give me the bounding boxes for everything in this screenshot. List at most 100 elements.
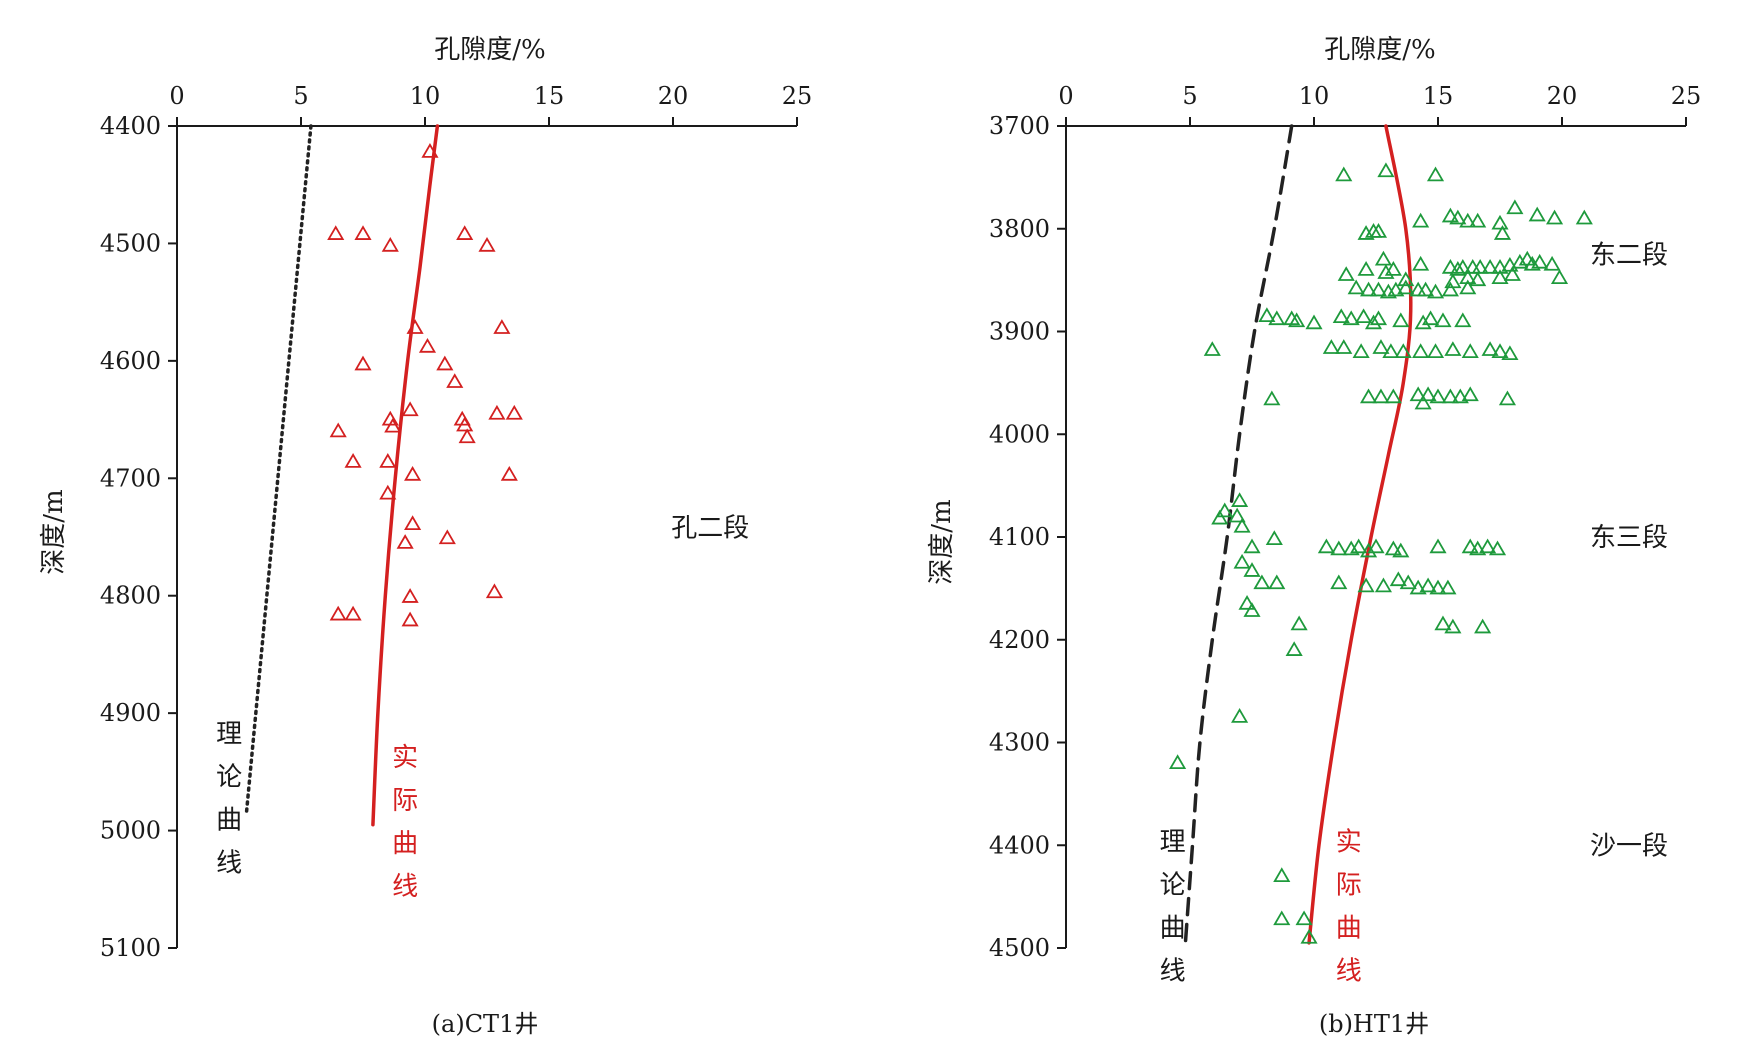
data-point: [1359, 388, 1378, 404]
zone-label: 沙一段: [1590, 831, 1668, 861]
data-point: [1330, 540, 1348, 556]
data-point: [329, 605, 347, 621]
y-tick-label: 4400: [100, 112, 161, 140]
data-point: [344, 605, 362, 621]
data-point: [1491, 269, 1509, 285]
data-point: [1394, 343, 1412, 358]
data-point: [1243, 562, 1261, 577]
data-point: [1392, 312, 1410, 328]
data-point: [1449, 209, 1467, 225]
data-point: [488, 404, 506, 420]
x-tick-label: 20: [1547, 82, 1578, 110]
data-point: [1461, 386, 1479, 402]
data-point: [1531, 253, 1549, 269]
data-point: [1454, 312, 1472, 328]
y-tick-label: 3800: [989, 215, 1050, 243]
data-point: [1203, 341, 1221, 356]
data-point: [421, 143, 439, 158]
data-point: [1243, 602, 1261, 617]
data-point: [1412, 343, 1430, 358]
data-point: [1575, 209, 1593, 225]
data-point: [1506, 199, 1524, 215]
data-point: [1355, 308, 1373, 324]
data-point: [456, 225, 474, 240]
data-point: [1384, 261, 1402, 276]
y-tick-label: 3700: [989, 112, 1050, 140]
data-point: [1501, 345, 1519, 361]
data-point: [1233, 517, 1251, 533]
data-point: [1449, 261, 1467, 276]
data-point: [1382, 343, 1400, 358]
theory-curve-label-char: 理: [1160, 827, 1186, 857]
data-point: [1397, 279, 1415, 295]
data-point: [1377, 264, 1395, 279]
data-point: [1332, 308, 1350, 324]
data-point: [1263, 390, 1281, 406]
y-tick-label: 5100: [100, 934, 161, 962]
panel-b-curves: [1183, 124, 1413, 950]
y-tick-label: 4000: [989, 420, 1050, 448]
data-point: [354, 355, 372, 371]
data-point: [404, 515, 422, 531]
actual-curve-label-char: 线: [1336, 956, 1362, 986]
data-point: [1290, 615, 1308, 631]
data-point: [418, 337, 437, 353]
panel-a-ct1: 孔隙度/% 深度/m (a)CT1井 0 5 10 15 20 25 4400 4500 460…: [39, 35, 812, 1038]
data-point: [1419, 386, 1437, 402]
data-point: [1253, 574, 1271, 590]
data-point: [1359, 542, 1378, 558]
panel-a-ylabel: 深度/m: [39, 489, 69, 574]
x-tick-label: 25: [782, 82, 813, 110]
data-point: [1285, 641, 1303, 656]
theory-curve-label-char: 线: [1160, 956, 1186, 986]
panel-b-caption: (b)HT1井: [1319, 1010, 1429, 1038]
data-point: [1347, 279, 1365, 295]
data-point: [1461, 538, 1479, 554]
data-point: [1211, 509, 1229, 525]
data-point: [1337, 266, 1355, 281]
data-point: [1268, 310, 1286, 326]
x-tick-label: 15: [1423, 82, 1454, 110]
data-point: [401, 611, 419, 627]
x-tick-label: 25: [1671, 82, 1702, 110]
x-tick-label: 10: [1299, 82, 1330, 110]
data-point: [1419, 577, 1437, 593]
data-point: [1426, 343, 1445, 358]
data-point: [1421, 310, 1440, 326]
actual-curve-label-char: 曲: [392, 829, 418, 859]
data-point: [1169, 754, 1187, 769]
theory-curve-label-char: 理: [216, 720, 242, 750]
data-point: [1258, 307, 1276, 323]
data-point: [1335, 166, 1353, 182]
data-point: [1369, 281, 1388, 297]
data-point: [1342, 310, 1360, 326]
data-point: [344, 453, 362, 468]
panel-a-markers: [327, 143, 523, 627]
panel-a-axes: 0 5 10 15 20 25 4400 4500 4600 4700 4800 4900 5000 51…: [100, 82, 812, 962]
data-point: [1364, 314, 1383, 330]
data-point: [1503, 266, 1521, 281]
data-point: [1228, 507, 1246, 523]
theory-curve: [1183, 124, 1294, 950]
data-point: [1295, 910, 1313, 926]
data-point: [1444, 273, 1462, 289]
data-point: [1265, 530, 1283, 545]
data-point: [1335, 339, 1353, 354]
y-tick-label: 4400: [989, 831, 1050, 859]
data-point: [1528, 206, 1546, 222]
data-point: [1216, 502, 1234, 518]
data-point: [1412, 255, 1430, 271]
data-point: [1543, 255, 1561, 271]
data-point: [1454, 259, 1472, 274]
data-point: [1384, 540, 1402, 556]
data-point: [505, 404, 523, 420]
zone-label: 东二段: [1590, 240, 1668, 270]
data-point: [1481, 341, 1499, 356]
data-point: [329, 422, 347, 438]
data-point: [1409, 579, 1427, 595]
data-point: [1439, 579, 1457, 595]
data-point: [1399, 574, 1417, 590]
data-point: [1350, 538, 1368, 554]
y-tick-label: 4700: [100, 464, 161, 492]
data-point: [1441, 281, 1459, 297]
